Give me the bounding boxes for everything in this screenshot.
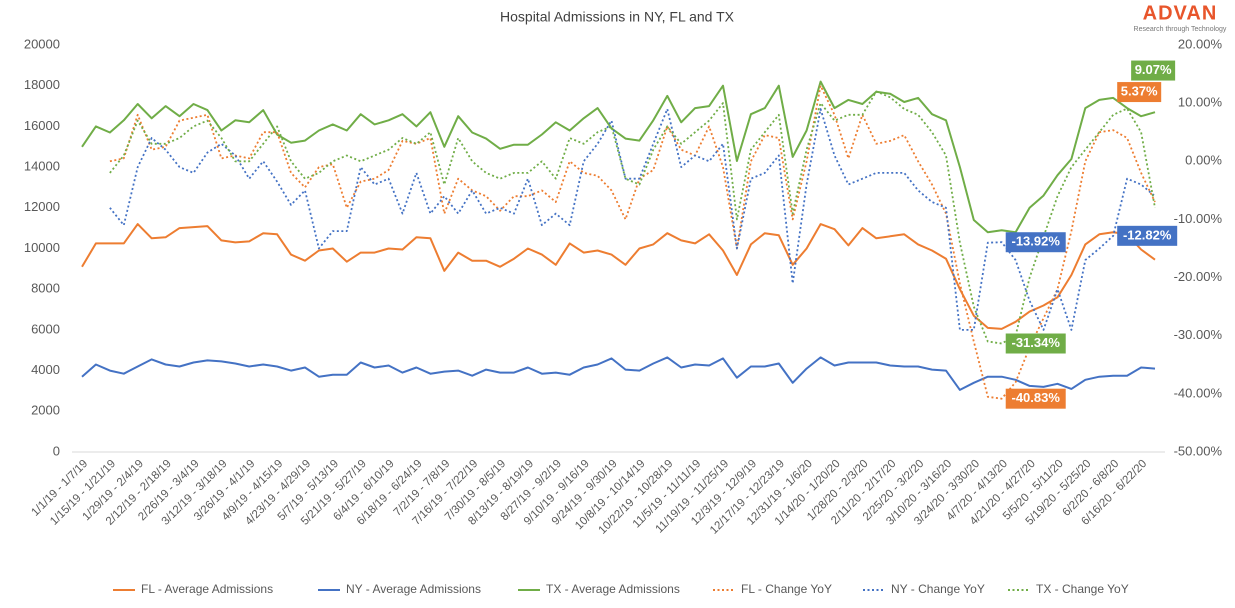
value-label-text: -40.83% xyxy=(1012,390,1061,405)
y-tick-label: 0 xyxy=(53,443,60,458)
series-line xyxy=(109,108,1156,331)
y2-tick-label: -50.00% xyxy=(1174,443,1223,458)
value-label: 9.07% xyxy=(1131,60,1176,81)
value-label-box xyxy=(1005,232,1066,253)
y-tick-label: 20000 xyxy=(24,36,60,51)
series-line xyxy=(109,84,1156,400)
value-label-box xyxy=(1117,225,1178,246)
y2-tick-label: -10.00% xyxy=(1174,211,1223,226)
legend-label: FL - Average Admissions xyxy=(141,582,273,596)
series-line xyxy=(81,80,1156,234)
legend-item: NY - Change YoY xyxy=(863,582,985,596)
legend-label: NY - Average Admissions xyxy=(346,582,481,596)
logo-name: ADVAN xyxy=(1143,2,1218,24)
y-tick-label: 18000 xyxy=(24,77,60,92)
y-tick-label: 4000 xyxy=(31,362,60,377)
series-line xyxy=(81,223,1156,330)
legend-item: FL - Change YoY xyxy=(713,582,832,596)
y-tick-label: 8000 xyxy=(31,281,60,296)
value-label-box xyxy=(1117,82,1162,103)
y2-tick-label: 20.00% xyxy=(1178,36,1223,51)
value-label-text: -13.92% xyxy=(1012,234,1061,249)
chart-title: Hospital Admissions in NY, FL and TX xyxy=(500,9,735,25)
y-tick-label: 14000 xyxy=(24,159,60,174)
y-tick-label: 2000 xyxy=(31,403,60,418)
value-label-text: -31.34% xyxy=(1012,335,1061,350)
value-label-text: 9.07% xyxy=(1135,62,1172,77)
y-tick-label: 6000 xyxy=(31,321,60,336)
value-label: -40.83% xyxy=(1005,388,1066,409)
legend-label: TX - Average Admissions xyxy=(546,582,680,596)
value-label: -31.34% xyxy=(1005,333,1066,354)
y2-tick-label: -40.00% xyxy=(1174,385,1223,400)
y-tick-label: 16000 xyxy=(24,118,60,133)
legend-label: TX - Change YoY xyxy=(1036,582,1129,596)
series-line xyxy=(81,356,1156,391)
y-tick-label: 12000 xyxy=(24,199,60,214)
logo-tagline: Research through Technology xyxy=(1134,26,1227,33)
legend-item: NY - Average Admissions xyxy=(318,582,481,596)
y2-tick-label: 10.00% xyxy=(1178,95,1223,110)
value-label-box xyxy=(1005,333,1066,354)
value-label-text: 5.37% xyxy=(1121,84,1158,99)
legend-item: TX - Average Admissions xyxy=(518,582,680,596)
y2-tick-label: -30.00% xyxy=(1174,327,1223,342)
value-label: -12.82% xyxy=(1117,225,1178,246)
value-label: 5.37% xyxy=(1117,82,1162,103)
legend-item: TX - Change YoY xyxy=(1008,582,1129,596)
legend-item: FL - Average Admissions xyxy=(113,582,273,596)
value-label-text: -12.82% xyxy=(1123,227,1172,242)
value-label-box xyxy=(1005,388,1066,409)
y-tick-label: 10000 xyxy=(24,240,60,255)
y2-tick-label: 0.00% xyxy=(1185,153,1222,168)
value-label: -13.92% xyxy=(1005,232,1066,253)
legend-label: FL - Change YoY xyxy=(741,582,832,596)
legend-label: NY - Change YoY xyxy=(891,582,985,596)
series-line xyxy=(109,90,1156,345)
value-label-box xyxy=(1131,60,1176,81)
y2-tick-label: -20.00% xyxy=(1174,269,1223,284)
